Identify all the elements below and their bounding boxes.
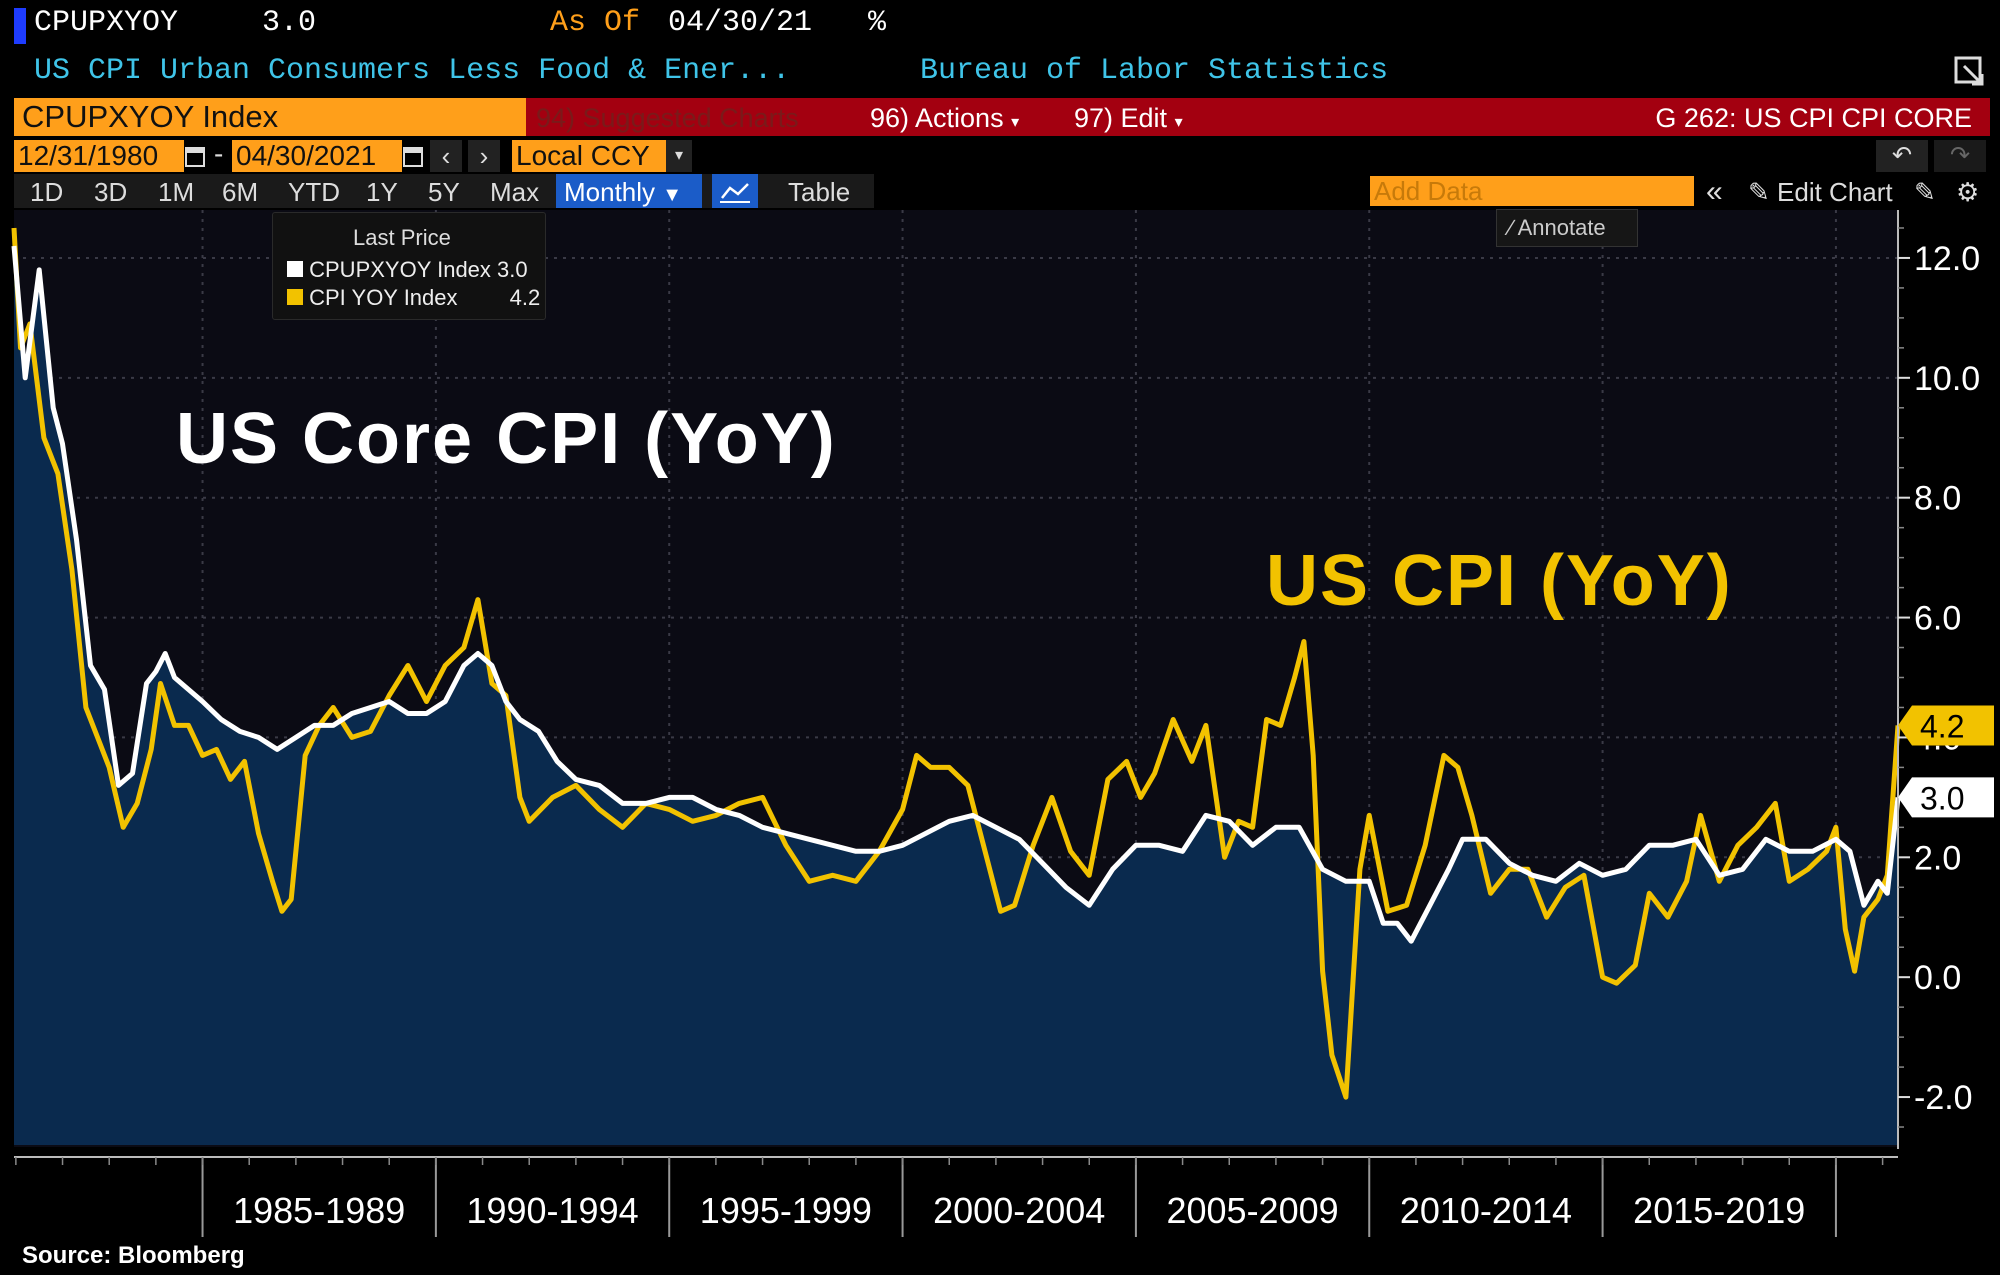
chart-title-bar: G 262: US CPI CPI CORE [1220, 98, 1990, 136]
axes: 12.010.08.06.04.02.00.0-2.04.23.01985-19… [14, 210, 1994, 1237]
legend-item: CPI YOY Index 4.2 [287, 285, 540, 311]
cpi-line [11, 227, 1901, 1100]
legend-value: 3.0 [497, 257, 528, 282]
core-cpi-line [11, 245, 1901, 944]
add-data-placeholder: Add Data [1374, 176, 1483, 206]
value-tag-shape [1898, 705, 1994, 746]
legend-value: 4.2 [509, 285, 541, 310]
x-tick-label: 2010-2014 [1400, 1190, 1572, 1231]
source-agency: Bureau of Labor Statistics [920, 54, 1389, 88]
ticker: CPUPXYOY [34, 6, 179, 40]
legend-swatch [287, 289, 303, 305]
legend-label: CPUPXYOY Index [309, 257, 491, 282]
period-max[interactable]: Max [490, 177, 540, 207]
annotate-button[interactable]: ∕ Annotate [1496, 209, 1638, 247]
currency-caret-icon[interactable]: ▾ [666, 140, 692, 172]
legend-label: CPI YOY Index [309, 285, 458, 310]
core-cpi-area [14, 245, 1898, 1145]
calendar-icon[interactable] [402, 144, 424, 168]
period-ytd[interactable]: YTD [288, 177, 340, 207]
actions-label: 96) Actions [870, 103, 1004, 133]
chart-edit-icon[interactable]: ✎ [1914, 177, 1936, 207]
core-last-value-tag: 3.0 [1898, 777, 1994, 818]
edit-label: 97) Edit [1074, 103, 1168, 133]
edit-button[interactable]: 97) Edit ▾ [1064, 98, 1222, 136]
actions-button[interactable]: 96) Actions ▾ [860, 98, 1066, 136]
y-tick-label: 12.0 [1914, 240, 1980, 278]
period-1m[interactable]: 1M [158, 177, 195, 207]
pencil-icon: ✎ [1748, 177, 1770, 207]
prev-period-button[interactable]: ‹ [430, 140, 462, 172]
end-date-field[interactable]: 04/30/2021 [232, 140, 402, 172]
value-tag-label: 4.2 [1920, 708, 1964, 744]
frequency-select[interactable]: Monthly ▼ [556, 174, 702, 208]
ticker-value: 3.0 [262, 6, 317, 40]
security-field[interactable]: CPUPXYOY Index [14, 98, 530, 136]
date-dash: - [214, 138, 224, 169]
start-date-field[interactable]: 12/31/1980 [14, 140, 184, 172]
frequency-label: Monthly [564, 177, 656, 207]
date-row: 12/31/1980 - 04/30/2021 ‹ › Local CCY ▾ … [0, 138, 2000, 174]
edit-chart-label: Edit Chart [1777, 177, 1893, 207]
annotate-label: Annotate [1517, 215, 1606, 240]
redo-icon[interactable]: ↷ [1934, 140, 1986, 172]
x-tick-label: 1995-1999 [700, 1190, 872, 1231]
popout-icon[interactable] [1952, 54, 1988, 90]
add-data-input[interactable]: Add Data [1370, 176, 1694, 206]
y-tick-label: -2.0 [1914, 1079, 1973, 1117]
y-tick-label: 0.0 [1914, 959, 1961, 997]
chart-title: G 262: US CPI CPI CORE [1655, 103, 1972, 133]
cpi-last-value-tag: 4.2 [1898, 705, 1994, 746]
actions-caret-icon: ▾ [1011, 114, 1020, 131]
y-tick-label: 2.0 [1914, 839, 1961, 877]
period-1y[interactable]: 1Y [366, 177, 398, 207]
description-row: US CPI Urban Consumers Less Food & Ener.… [0, 52, 2000, 96]
legend-swatch [287, 261, 303, 277]
value-tag-shape [1898, 777, 1994, 818]
legend-title: Last Price [353, 225, 451, 250]
series-lines [11, 227, 1901, 1100]
description: US CPI Urban Consumers Less Food & Ener.… [34, 54, 791, 88]
legend-item: CPUPXYOY Index 3.0 [287, 257, 528, 283]
x-tick-label: 2000-2004 [933, 1190, 1105, 1231]
value-tag-label: 3.0 [1920, 780, 1964, 816]
period-3d[interactable]: 3D [94, 177, 128, 207]
x-tick-label: 1990-1994 [466, 1190, 638, 1231]
collapse-icon[interactable]: « [1706, 175, 1723, 208]
x-tick-label: 2005-2009 [1166, 1190, 1338, 1231]
chart-svg: 12.010.08.06.04.02.00.0-2.04.23.01985-19… [11, 210, 1994, 1237]
edit-caret-icon: ▾ [1174, 114, 1183, 131]
suggested-charts-button[interactable]: 94) Suggested Charts [526, 98, 862, 136]
asof-date: 04/30/21 [668, 6, 813, 40]
undo-icon[interactable]: ↶ [1876, 140, 1928, 172]
cpi-annotation: US CPI (YoY) [1266, 541, 1733, 621]
period-row: 1D 3D 1M 6M YTD 1Y 5Y Max Monthly ▼ Tabl… [0, 174, 2000, 210]
y-tick-label: 6.0 [1914, 600, 1961, 638]
legend: Last Price CPUPXYOY Index 3.0 CPI YOY In… [272, 212, 546, 320]
calendar-icon[interactable] [184, 144, 206, 168]
annotate-pencil-icon: ∕ [1509, 215, 1513, 240]
x-tick-label: 1985-1989 [233, 1190, 405, 1231]
table-button[interactable]: Table [788, 177, 851, 207]
ticker-marker [14, 8, 26, 44]
y-tick-label: 8.0 [1914, 480, 1961, 518]
settings-gear-icon[interactable]: ⚙ [1956, 177, 1980, 207]
source-note: Source: Bloomberg [22, 1242, 245, 1269]
y-tick-label: 10.0 [1914, 360, 1980, 398]
next-period-button[interactable]: › [468, 140, 500, 172]
edit-chart-button[interactable]: ✎ Edit Chart [1748, 174, 1893, 210]
header-row: CPUPXYOY 3.0 As Of 04/30/21 % [0, 0, 2000, 52]
period-1d[interactable]: 1D [30, 177, 64, 207]
unit-label: % [868, 6, 887, 40]
core-cpi-annotation: US Core CPI (YoY) [176, 399, 837, 479]
frequency-caret-icon: ▼ [662, 184, 683, 206]
toolbar-row: CPUPXYOY Index 94) Suggested Charts 96) … [0, 96, 2000, 138]
asof-label: As Of [550, 6, 641, 40]
line-chart-icon[interactable] [712, 174, 758, 208]
period-6m[interactable]: 6M [222, 177, 259, 207]
area-fill [14, 245, 1898, 1145]
x-tick-label: 2015-2019 [1633, 1190, 1805, 1231]
currency-select[interactable]: Local CCY [512, 140, 666, 172]
period-5y[interactable]: 5Y [428, 177, 460, 207]
